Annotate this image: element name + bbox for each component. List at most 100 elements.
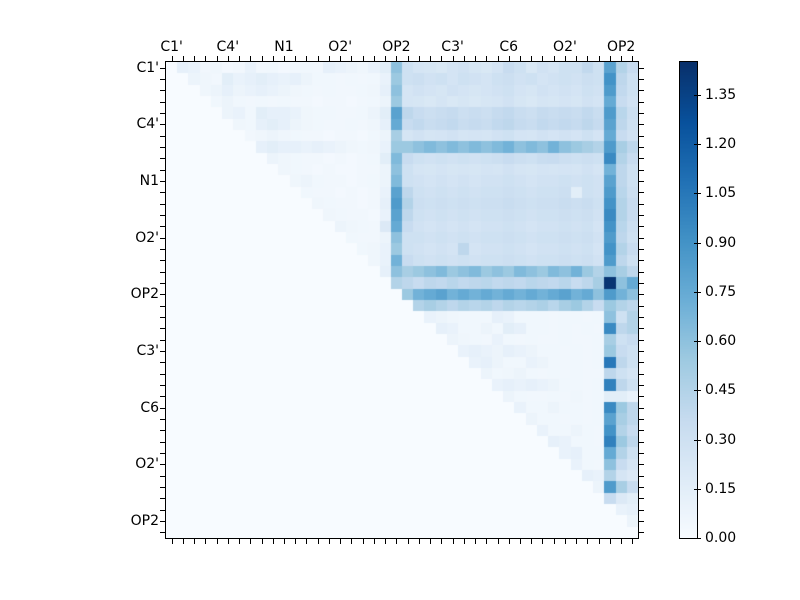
x-tick-top — [228, 56, 229, 61]
x-tick-top — [430, 56, 431, 61]
y-tick-left — [160, 204, 165, 205]
y-tick-right — [639, 147, 644, 148]
x-tick-top — [610, 56, 611, 61]
colorbar-tick-label: 1.20 — [705, 136, 737, 152]
y-tick-right — [639, 102, 644, 103]
colorbar-tick-label: 0.90 — [705, 235, 737, 251]
colorbar-tick — [694, 341, 701, 342]
colorbar-tick-label: 0.00 — [705, 530, 737, 546]
y-axis-label: O2' — [135, 229, 159, 246]
y-tick-right — [639, 408, 644, 409]
y-tick-left — [160, 192, 165, 193]
y-tick-left — [160, 351, 165, 352]
y-tick-left — [160, 362, 165, 363]
x-tick-bottom — [329, 539, 330, 544]
x-tick-top — [621, 56, 622, 61]
y-tick-right — [639, 90, 644, 91]
x-tick-bottom — [509, 539, 510, 544]
x-tick-top — [329, 56, 330, 61]
x-tick-top — [475, 56, 476, 61]
x-tick-top — [205, 56, 206, 61]
x-tick-bottom — [554, 539, 555, 544]
x-tick-top — [217, 56, 218, 61]
colorbar-tick — [694, 440, 701, 441]
y-tick-right — [639, 351, 644, 352]
colorbar-tick-label: 0.45 — [705, 382, 737, 398]
x-tick-top — [239, 56, 240, 61]
y-tick-left — [160, 453, 165, 454]
x-tick-bottom — [419, 539, 420, 544]
y-tick-right — [639, 532, 644, 533]
plot-area — [165, 61, 639, 539]
colorbar-tick — [694, 390, 701, 391]
y-tick-left — [160, 476, 165, 477]
x-tick-top — [273, 56, 274, 61]
x-tick-bottom — [565, 539, 566, 544]
colorbar — [679, 61, 698, 539]
y-tick-left — [160, 328, 165, 329]
y-tick-right — [639, 136, 644, 137]
y-tick-left — [160, 79, 165, 80]
y-tick-left — [160, 521, 165, 522]
x-tick-top — [262, 56, 263, 61]
y-tick-left — [160, 181, 165, 182]
y-tick-right — [639, 453, 644, 454]
y-tick-left — [160, 408, 165, 409]
y-axis-label: C1' — [136, 59, 159, 76]
y-axis-label: OP2 — [130, 286, 159, 303]
y-tick-left — [160, 306, 165, 307]
colorbar-tick — [694, 538, 701, 539]
x-axis-label: C4' — [216, 39, 240, 55]
x-tick-bottom — [587, 539, 588, 544]
x-tick-top — [318, 56, 319, 61]
y-tick-left — [160, 487, 165, 488]
y-axis-label: N1 — [139, 173, 159, 189]
x-axis-label: C6 — [499, 39, 519, 55]
y-tick-right — [639, 124, 644, 125]
y-tick-right — [639, 464, 644, 465]
x-tick-bottom — [621, 539, 622, 544]
y-tick-right — [639, 260, 644, 261]
y-tick-right — [639, 272, 644, 273]
x-tick-bottom — [576, 539, 577, 544]
x-tick-top — [419, 56, 420, 61]
colorbar-tick-label: 0.60 — [705, 333, 737, 349]
x-tick-top — [408, 56, 409, 61]
x-axis-label: O2' — [553, 39, 577, 55]
y-tick-right — [639, 487, 644, 488]
x-tick-bottom — [453, 539, 454, 544]
x-tick-top — [486, 56, 487, 61]
y-tick-left — [160, 317, 165, 318]
y-tick-left — [160, 170, 165, 171]
x-tick-bottom — [306, 539, 307, 544]
y-tick-right — [639, 419, 644, 420]
colorbar-tick-label: 0.75 — [705, 284, 737, 300]
y-tick-right — [639, 238, 644, 239]
y-tick-right — [639, 215, 644, 216]
y-tick-left — [160, 102, 165, 103]
y-axis-label: C3' — [136, 343, 159, 359]
colorbar-tick — [694, 243, 701, 244]
x-tick-top — [509, 56, 510, 61]
y-tick-left — [160, 124, 165, 125]
y-tick-left — [160, 396, 165, 397]
x-tick-bottom — [172, 539, 173, 544]
x-axis-label: C1' — [160, 39, 183, 55]
y-tick-left — [160, 385, 165, 386]
y-tick-left — [160, 158, 165, 159]
x-tick-top — [194, 56, 195, 61]
x-tick-bottom — [250, 539, 251, 544]
x-tick-bottom — [262, 539, 263, 544]
x-tick-bottom — [441, 539, 442, 544]
x-tick-bottom — [531, 539, 532, 544]
y-tick-right — [639, 396, 644, 397]
x-tick-top — [306, 56, 307, 61]
x-tick-bottom — [599, 539, 600, 544]
x-tick-bottom — [183, 539, 184, 544]
y-tick-left — [160, 147, 165, 148]
x-axis-label: N1 — [274, 39, 294, 55]
x-tick-top — [340, 56, 341, 61]
y-tick-right — [639, 430, 644, 431]
x-tick-top — [464, 56, 465, 61]
x-tick-top — [542, 56, 543, 61]
